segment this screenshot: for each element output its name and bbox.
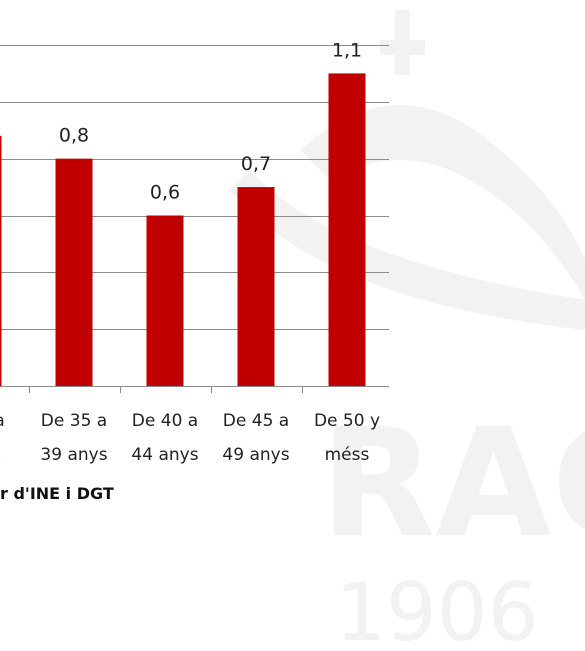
x-tick-label: méss bbox=[325, 445, 370, 465]
x-tick-label: De 50 y bbox=[314, 411, 380, 431]
source-note: r d'INE i DGT bbox=[0, 484, 114, 503]
x-axis bbox=[0, 386, 389, 393]
data-label: 0,6 bbox=[150, 182, 180, 204]
x-tick-label: 39 anys bbox=[40, 445, 107, 465]
x-tick-label: De 35 a bbox=[41, 411, 107, 431]
x-tick-label: 44 anys bbox=[131, 445, 198, 465]
bar bbox=[328, 73, 366, 387]
x-tick-label: De 45 a bbox=[223, 411, 289, 431]
data-label: 1,1 bbox=[332, 39, 362, 61]
watermark-year: 1906 bbox=[335, 566, 539, 651]
x-tick-label: 49 anys bbox=[222, 445, 289, 465]
bar bbox=[0, 135, 2, 386]
data-label: 0,8 bbox=[59, 125, 89, 147]
bars bbox=[0, 73, 366, 387]
x-tick-label: …ys bbox=[0, 445, 1, 465]
bar bbox=[55, 158, 93, 386]
bar bbox=[146, 215, 184, 386]
bar bbox=[237, 187, 275, 386]
x-tick-labels: …0 a …ys De 35 a 39 anys De 40 a 44 anys De 45… bbox=[0, 411, 380, 465]
data-label: 0,7 bbox=[241, 153, 271, 175]
data-labels: 0,8 0,6 0,7 1,1 bbox=[59, 39, 362, 203]
watermark-logo: RACC 1906 bbox=[230, 10, 585, 651]
x-tick-label: …0 a bbox=[0, 411, 5, 431]
watermark-text: RACC bbox=[320, 397, 585, 571]
x-tick-label: De 40 a bbox=[132, 411, 198, 431]
